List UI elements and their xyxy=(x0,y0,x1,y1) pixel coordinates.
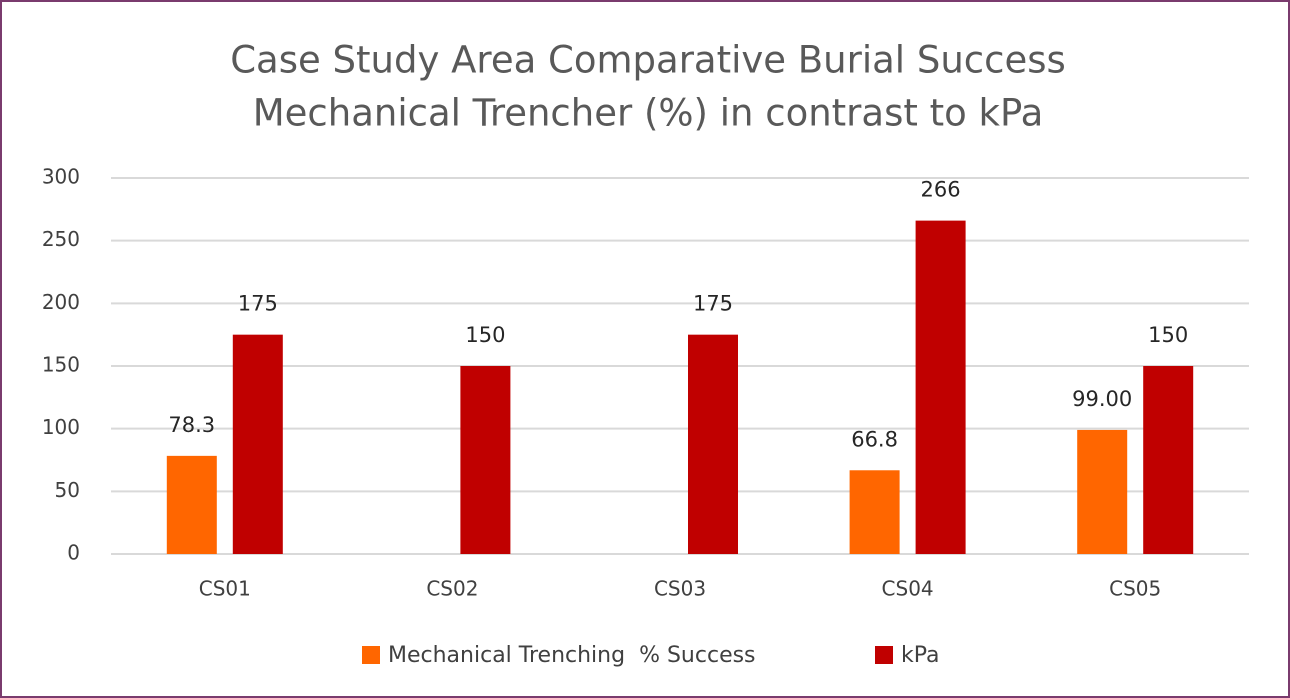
y-tick-label: 0 xyxy=(67,541,80,565)
x-tick-label: CS03 xyxy=(654,577,706,601)
data-label: 175 xyxy=(238,292,278,316)
data-label: 78.3 xyxy=(168,413,215,437)
data-label: 266 xyxy=(921,178,961,202)
bar xyxy=(1143,366,1194,554)
y-tick-label: 300 xyxy=(42,165,80,189)
data-label: 99.00 xyxy=(1072,387,1132,411)
bar xyxy=(849,470,900,554)
chart-title: Mechanical Trencher (%) in contrast to k… xyxy=(253,92,1044,135)
bar xyxy=(460,366,511,554)
data-label: 175 xyxy=(693,292,733,316)
data-label: 150 xyxy=(1148,323,1188,347)
bar xyxy=(166,455,217,554)
y-tick-label: 100 xyxy=(42,415,80,439)
legend-swatch xyxy=(875,646,893,664)
y-tick-label: 250 xyxy=(42,227,80,251)
legend-swatch xyxy=(362,646,380,664)
x-tick-label: CS04 xyxy=(882,577,934,601)
bar xyxy=(915,220,966,554)
x-tick-label: CS05 xyxy=(1109,577,1161,601)
data-label: 66.8 xyxy=(851,427,898,451)
x-tick-label: CS01 xyxy=(199,577,251,601)
bar xyxy=(688,334,738,554)
data-label: 150 xyxy=(465,323,505,347)
bar xyxy=(1077,429,1128,554)
y-tick-label: 200 xyxy=(42,290,80,314)
bar xyxy=(232,334,283,554)
chart-title: Case Study Area Comparative Burial Succe… xyxy=(230,39,1066,82)
legend-label: Mechanical Trenching % Success xyxy=(388,643,756,668)
y-tick-label: 150 xyxy=(42,353,80,377)
legend-label: kPa xyxy=(901,643,940,668)
y-tick-label: 50 xyxy=(55,478,80,502)
x-tick-label: CS02 xyxy=(426,577,478,601)
